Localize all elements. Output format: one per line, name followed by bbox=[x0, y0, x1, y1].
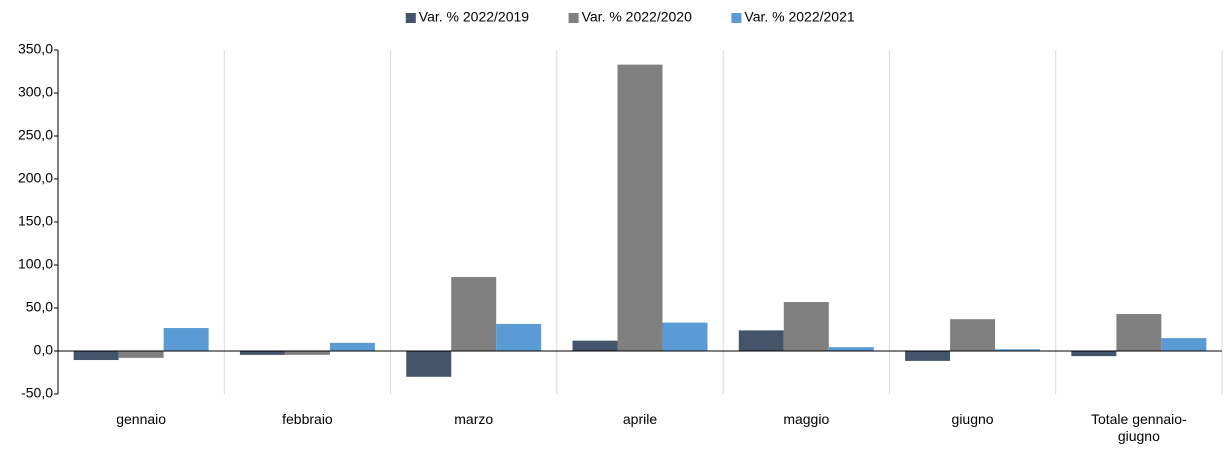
y-tick-label: 300,0 bbox=[18, 84, 53, 100]
bar bbox=[451, 277, 497, 351]
legend-label: Var. % 2022/2021 bbox=[744, 9, 854, 25]
x-tick-label: marzo bbox=[454, 411, 494, 427]
bar bbox=[329, 342, 375, 351]
bar bbox=[1116, 314, 1162, 351]
bar bbox=[995, 349, 1041, 351]
bar bbox=[496, 323, 542, 351]
bar bbox=[738, 330, 784, 351]
bar bbox=[284, 351, 330, 355]
x-tick-label: giugno bbox=[951, 411, 994, 427]
y-tick-label: 0,0 bbox=[34, 342, 54, 358]
bar bbox=[828, 347, 874, 351]
x-tick-label: aprile bbox=[622, 411, 658, 427]
bar bbox=[163, 328, 209, 351]
y-tick-label: 50,0 bbox=[26, 299, 53, 315]
bar bbox=[783, 301, 829, 351]
bar bbox=[406, 351, 452, 377]
bar bbox=[118, 351, 164, 358]
bar bbox=[950, 319, 996, 351]
bar bbox=[572, 340, 618, 351]
legend-swatch bbox=[405, 13, 416, 23]
bar bbox=[73, 351, 119, 361]
x-tick-label: Totale gennaio-giugno bbox=[1090, 411, 1187, 444]
y-tick-label: 100,0 bbox=[18, 256, 53, 272]
y-tick-label: 200,0 bbox=[18, 170, 53, 186]
legend-label: Var. % 2022/2020 bbox=[582, 9, 692, 25]
bar bbox=[1161, 338, 1207, 351]
y-tick-label: 350,0 bbox=[18, 41, 53, 57]
bar bbox=[905, 351, 951, 361]
legend-swatch bbox=[731, 13, 742, 23]
bar bbox=[1071, 351, 1117, 357]
bar bbox=[662, 322, 708, 351]
x-tick-label: gennaio bbox=[116, 411, 167, 427]
bar bbox=[239, 351, 285, 355]
y-tick-label: 250,0 bbox=[18, 127, 53, 143]
y-tick-label: -50,0 bbox=[21, 385, 53, 401]
legend-label: Var. % 2022/2019 bbox=[419, 9, 529, 25]
bar bbox=[617, 64, 663, 352]
x-tick-label: febbraio bbox=[282, 411, 333, 427]
legend-swatch bbox=[568, 13, 579, 23]
y-tick-label: 150,0 bbox=[18, 213, 53, 229]
x-tick-label: maggio bbox=[783, 411, 830, 427]
